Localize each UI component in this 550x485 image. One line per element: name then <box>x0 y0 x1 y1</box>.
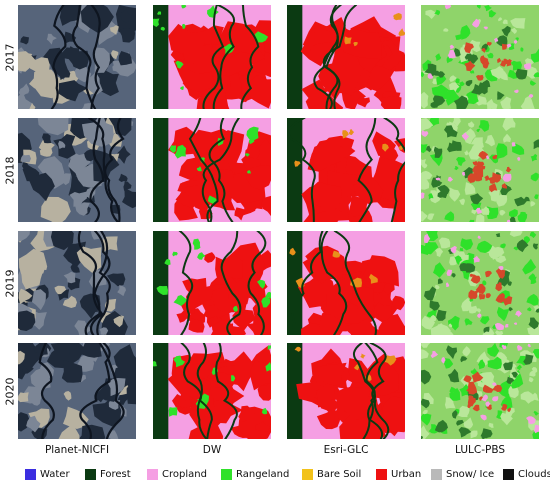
column-label-planet-nicfi: Planet-NICFI <box>44 444 110 456</box>
column-label-dw: DW <box>202 444 222 456</box>
legend-swatch <box>431 469 442 480</box>
year-label-2017: 2017 <box>3 43 17 71</box>
legend-swatch <box>302 469 313 480</box>
tile-dw-2019 <box>153 231 271 335</box>
legend-item-urban: Urban <box>376 469 421 480</box>
legend-item-forest: Forest <box>85 469 131 480</box>
legend-swatch <box>221 469 232 480</box>
year-label-2020: 2020 <box>3 377 17 405</box>
tile-esri-glc-2018 <box>287 118 405 222</box>
tile-esri-glc-2017 <box>287 5 405 109</box>
legend-swatch <box>503 469 514 480</box>
legend-item-clouds: Clouds <box>503 469 550 480</box>
tile-planet-nicfi-2019 <box>18 231 136 335</box>
legend-swatch <box>147 469 158 480</box>
column-label-lulc-pbs: LULC-PBS <box>455 444 505 456</box>
legend-item-water: Water <box>25 469 70 480</box>
tile-esri-glc-2019 <box>287 231 405 335</box>
tile-dw-2017 <box>153 5 271 109</box>
year-label-2019: 2019 <box>3 269 17 297</box>
tile-lulc-pbs-2017 <box>421 5 539 109</box>
legend: Water Forest Cropland Rangeland Bare Soi… <box>0 467 550 485</box>
legend-item-snow-ice: Snow/ Ice <box>431 469 494 480</box>
tile-planet-nicfi-2020 <box>18 343 136 439</box>
tile-esri-glc-2020 <box>287 343 405 439</box>
legend-item-bare-soil: Bare Soil <box>302 469 361 480</box>
legend-swatch <box>25 469 36 480</box>
column-label-esri-glc: Esri-GLC <box>323 444 369 456</box>
legend-swatch <box>376 469 387 480</box>
legend-item-rangeland: Rangeland <box>221 469 289 480</box>
legend-swatch <box>85 469 96 480</box>
year-label-2018: 2018 <box>3 156 17 184</box>
tile-dw-2020 <box>153 343 271 439</box>
tile-lulc-pbs-2018 <box>421 118 539 222</box>
tile-planet-nicfi-2018 <box>18 118 136 222</box>
tile-lulc-pbs-2019 <box>421 231 539 335</box>
tile-dw-2018 <box>153 118 271 222</box>
tile-lulc-pbs-2020 <box>421 343 539 439</box>
tile-planet-nicfi-2017 <box>18 5 136 109</box>
legend-item-cropland: Cropland <box>147 469 207 480</box>
